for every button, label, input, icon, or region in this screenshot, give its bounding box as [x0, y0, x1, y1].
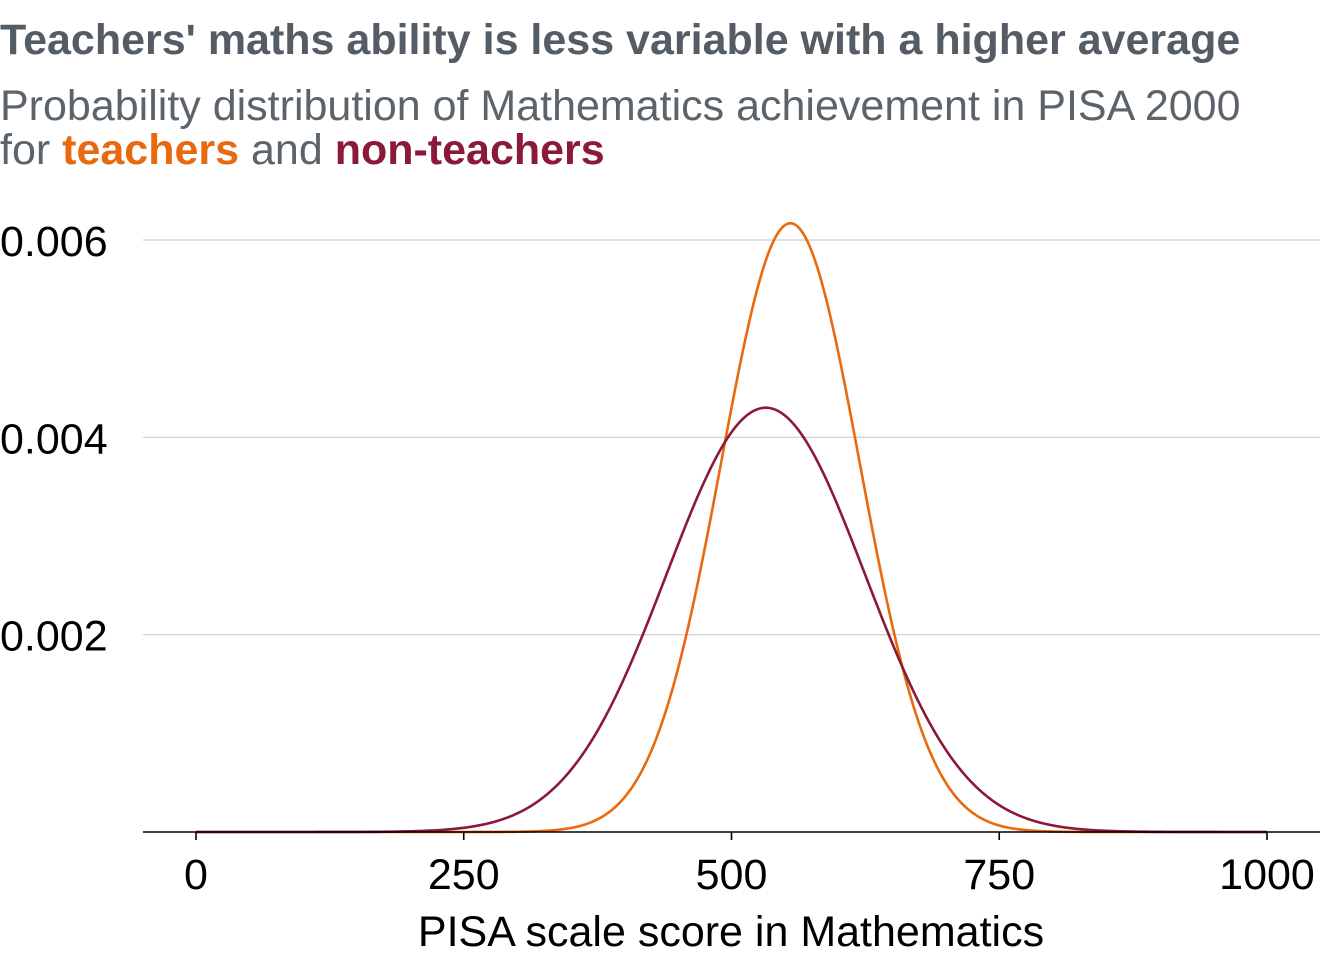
chart-subtitle: Probability distribution of Mathematics … [0, 84, 1344, 172]
gridlines [143, 239, 1320, 636]
subtitle-for: for [0, 126, 63, 172]
subtitle-line-2: for teachers and non-teachers [0, 128, 1344, 172]
x-tick-label: 0 [184, 851, 208, 899]
y-axis-tick-labels: 0.002 0.004 0.006 [0, 218, 108, 661]
y-tick-label: 0.004 [0, 415, 108, 463]
subtitle-line-1: Probability distribution of Mathematics … [0, 84, 1241, 130]
x-tick-label: 500 [696, 851, 768, 899]
x-tick-label: 750 [963, 851, 1035, 899]
subtitle-and: and [239, 126, 335, 172]
x-axis-ticks: 0 250 500 750 1000 [184, 832, 1315, 899]
series-line-non-teachers [196, 406, 1267, 834]
y-tick-label: 0.002 [0, 613, 108, 661]
series-lines [196, 222, 1267, 834]
series-line-teachers [196, 222, 1267, 834]
teachers-legend-label: teachers [62, 126, 240, 172]
x-tick-label: 1000 [1219, 851, 1315, 899]
y-tick-label: 0.006 [0, 218, 108, 266]
x-tick-label: 250 [428, 851, 500, 899]
non-teachers-legend-label: non-teachers [334, 126, 605, 172]
chart-title: Teachers' maths ability is less variable… [0, 16, 1241, 64]
x-axis-title: PISA scale score in Mathematics [418, 908, 1044, 956]
